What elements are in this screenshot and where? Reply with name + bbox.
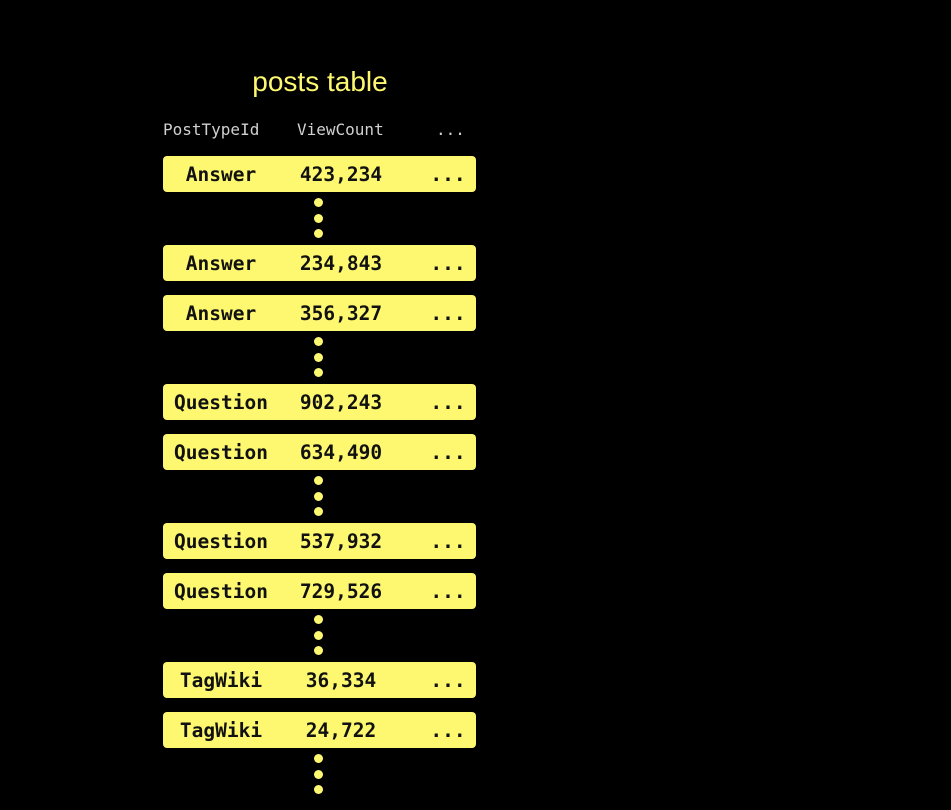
dot	[314, 785, 323, 794]
table-row: Question 902,243...	[163, 384, 476, 420]
dot	[314, 368, 323, 377]
dot	[314, 630, 323, 640]
dot	[314, 646, 323, 655]
cell-view-count: 423,234	[299, 163, 383, 186]
ellipsis-vertical-icon	[314, 476, 324, 523]
column-header-more: ...	[436, 120, 465, 139]
cell-post-type: Question	[174, 530, 268, 553]
cell-view-count: 537,932	[299, 530, 383, 553]
column-header-viewcount: ViewCount	[297, 120, 384, 139]
table-row: Answer 423,234...	[163, 156, 476, 192]
cell-more: ...	[430, 530, 466, 553]
cell-more: ...	[430, 441, 466, 464]
dot	[314, 213, 323, 223]
dot	[314, 769, 323, 779]
cell-post-type: Question	[174, 441, 268, 464]
cell-view-count: 634,490	[299, 441, 383, 464]
cell-more: ...	[430, 163, 466, 186]
cell-post-type: TagWiki	[179, 719, 263, 742]
dot	[314, 198, 323, 207]
dot	[314, 352, 323, 362]
table-row: Question 634,490...	[163, 434, 476, 470]
table-row: Question 537,932...	[163, 523, 476, 559]
dot	[314, 507, 323, 516]
ellipsis-vertical-icon	[314, 198, 324, 245]
dot	[314, 337, 323, 346]
ellipsis-vertical-icon	[314, 754, 324, 801]
dot	[314, 754, 323, 763]
cell-post-type: Answer	[185, 252, 257, 275]
cell-view-count: 24,722	[305, 719, 377, 742]
dot	[314, 491, 323, 501]
cell-post-type: Answer	[185, 302, 257, 325]
cell-post-type: Answer	[185, 163, 257, 186]
cell-view-count: 36,334	[305, 669, 377, 692]
table-row: Answer 356,327...	[163, 295, 476, 331]
cell-more: ...	[430, 391, 466, 414]
cell-more: ...	[430, 580, 466, 603]
cell-view-count: 729,526	[299, 580, 383, 603]
column-header-posttypeid: PostTypeId	[163, 120, 260, 139]
cell-post-type: TagWiki	[179, 669, 263, 692]
cell-view-count: 902,243	[299, 391, 383, 414]
cell-post-type: Question	[174, 391, 268, 414]
ellipsis-vertical-icon	[314, 615, 324, 662]
diagram-title: posts table	[252, 66, 388, 97]
cell-more: ...	[430, 719, 466, 742]
cell-more: ...	[430, 252, 466, 275]
cell-view-count: 234,843	[299, 252, 383, 275]
cell-more: ...	[430, 669, 466, 692]
cell-view-count: 356,327	[299, 302, 383, 325]
cell-more: ...	[430, 302, 466, 325]
table-row: TagWiki 24,722...	[163, 712, 476, 748]
table-row: Answer 234,843...	[163, 245, 476, 281]
table-row: TagWiki 36,334...	[163, 662, 476, 698]
dot	[314, 615, 323, 624]
dot	[314, 476, 323, 485]
cell-post-type: Question	[174, 580, 268, 603]
table-row: Question 729,526...	[163, 573, 476, 609]
dot	[314, 229, 323, 238]
ellipsis-vertical-icon	[314, 337, 324, 384]
